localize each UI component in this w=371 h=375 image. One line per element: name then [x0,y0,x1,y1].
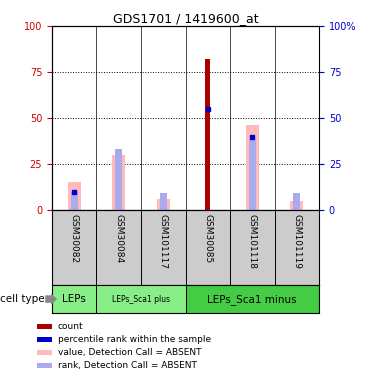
Text: GSM30082: GSM30082 [70,214,79,263]
Text: GSM101119: GSM101119 [292,214,301,269]
Bar [68,183,81,210]
Bar [246,126,259,210]
Text: value, Detection Call = ABSENT: value, Detection Call = ABSENT [58,348,201,357]
Bar [115,149,122,210]
Text: cell type: cell type [0,294,45,304]
Bar [290,201,303,210]
Text: percentile rank within the sample: percentile rank within the sample [58,335,211,344]
Text: GSM30085: GSM30085 [203,214,212,263]
Bar [186,285,319,313]
Bar [37,350,52,355]
Text: GSM30084: GSM30084 [114,214,123,263]
Bar [293,194,300,210]
Bar [37,363,52,368]
Text: GSM101117: GSM101117 [159,214,168,269]
Bar [205,59,210,210]
Bar [37,337,52,342]
Text: LEPs: LEPs [62,294,86,304]
Bar [112,155,125,210]
Bar [71,192,78,210]
Title: GDS1701 / 1419600_at: GDS1701 / 1419600_at [113,12,258,25]
Text: LEPs_Sca1 plus: LEPs_Sca1 plus [112,295,170,304]
Bar [52,285,96,313]
Bar [37,324,52,329]
Text: LEPs_Sca1 minus: LEPs_Sca1 minus [207,294,297,304]
Text: rank, Detection Call = ABSENT: rank, Detection Call = ABSENT [58,362,196,370]
Text: count: count [58,322,83,331]
Bar [160,194,167,210]
Bar [96,285,186,313]
Bar [157,199,170,210]
Text: GSM101118: GSM101118 [248,214,257,269]
Bar [249,140,256,210]
